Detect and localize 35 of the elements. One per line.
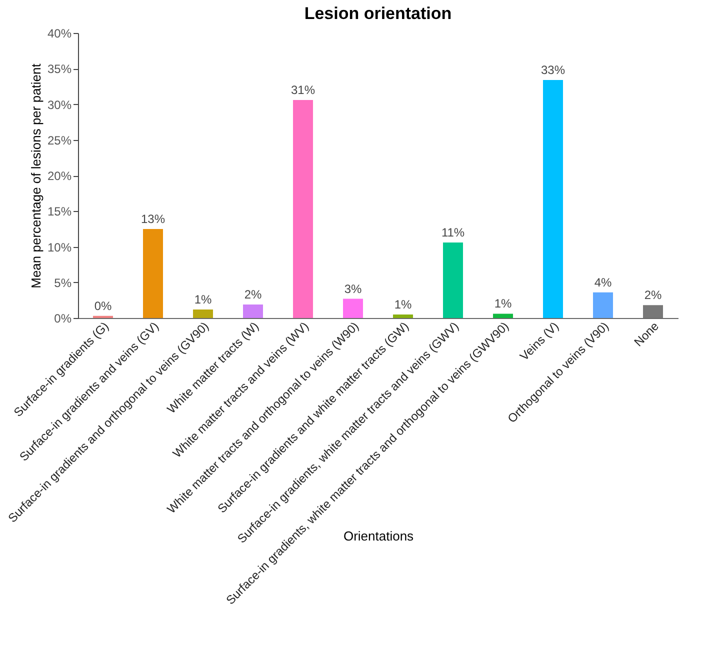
bar: [443, 242, 463, 318]
y-tick-label: 35%: [47, 62, 72, 76]
data-label: 2%: [244, 287, 262, 302]
bar: [643, 305, 663, 318]
y-tick-label: 15%: [47, 204, 72, 219]
y-tick-label: 25%: [47, 133, 72, 148]
bar: [493, 314, 513, 318]
bar: [343, 298, 363, 318]
bar: [193, 309, 213, 318]
bar: [293, 100, 313, 318]
data-label: 1%: [394, 297, 412, 312]
data-label: 1%: [194, 292, 212, 306]
data-label: 13%: [140, 212, 166, 226]
bar: [543, 80, 563, 318]
y-axis-title: Mean percentage of lesions per patient: [28, 63, 44, 288]
data-label: 1%: [494, 296, 512, 311]
bar: [593, 292, 613, 318]
data-label: 31%: [290, 82, 316, 97]
bar: [393, 314, 413, 318]
data-label: 33%: [540, 63, 566, 78]
data-label: 3%: [344, 282, 362, 296]
data-label: 11%: [441, 225, 465, 240]
y-tick-label: 30%: [47, 98, 72, 112]
data-label: 0%: [94, 298, 112, 313]
bar: [143, 228, 163, 318]
y-tick-label: 10%: [47, 240, 72, 254]
y-tick-label: 40%: [47, 26, 72, 40]
data-label: 4%: [594, 275, 612, 290]
y-tick-label: 0%: [54, 312, 72, 326]
bar: [243, 304, 263, 318]
data-label: 2%: [644, 288, 662, 302]
y-tick-label: 5%: [54, 276, 72, 290]
x-axis-title: Orientations: [343, 528, 414, 544]
chart-title: Lesion orientation: [304, 4, 452, 23]
y-tick-label: 20%: [47, 169, 72, 183]
